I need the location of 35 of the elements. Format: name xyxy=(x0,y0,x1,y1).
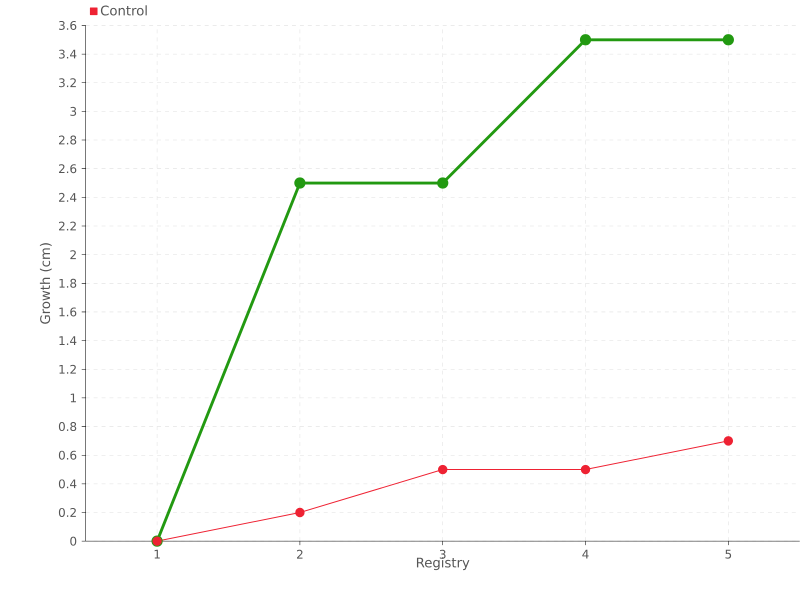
y-tick-label: 2.2 xyxy=(58,221,76,230)
y-tick-label: 3.4 xyxy=(59,49,76,58)
y-tick-label: 3 xyxy=(70,106,76,116)
point xyxy=(722,34,734,46)
y-tick-label: 0.8 xyxy=(58,422,76,431)
point xyxy=(724,436,734,446)
y-tick-label: 0 xyxy=(70,536,76,546)
y-tick-label: 2 xyxy=(70,250,76,259)
x-tick-label: 4 xyxy=(582,550,589,558)
point xyxy=(437,177,448,188)
y-tick-label: 1.2 xyxy=(59,364,76,374)
y-axis-title: Growth (cm) xyxy=(40,242,52,324)
x-tick-label: 2 xyxy=(296,550,303,558)
legend-label: Control xyxy=(100,5,147,16)
y-tick-label: 2.8 xyxy=(58,135,76,144)
y-tick-label: 0.2 xyxy=(58,508,76,517)
x-tick-label: 3 xyxy=(440,550,446,559)
point xyxy=(580,464,590,474)
y-tick-label: 3.6 xyxy=(59,20,76,30)
x-tick-label: 1 xyxy=(154,550,160,558)
y-tick-label: 3.2 xyxy=(59,78,76,88)
point xyxy=(580,34,592,46)
y-tick-label: 1.8 xyxy=(59,278,76,288)
y-tick-label: 0.4 xyxy=(58,479,76,488)
y-tick-label: 2.4 xyxy=(58,192,76,202)
point xyxy=(438,464,448,474)
point xyxy=(294,177,306,188)
y-tick-label: 1.4 xyxy=(59,336,76,345)
y-tick-label: 2.6 xyxy=(58,164,76,173)
x-axis-title: Registry xyxy=(416,557,470,570)
y-tick-label: 0.6 xyxy=(58,450,76,460)
x-tick-label: 5 xyxy=(725,550,732,558)
point xyxy=(295,508,305,517)
y-tick-label: 1 xyxy=(70,393,76,402)
y-tick-label: 1.6 xyxy=(59,307,76,316)
